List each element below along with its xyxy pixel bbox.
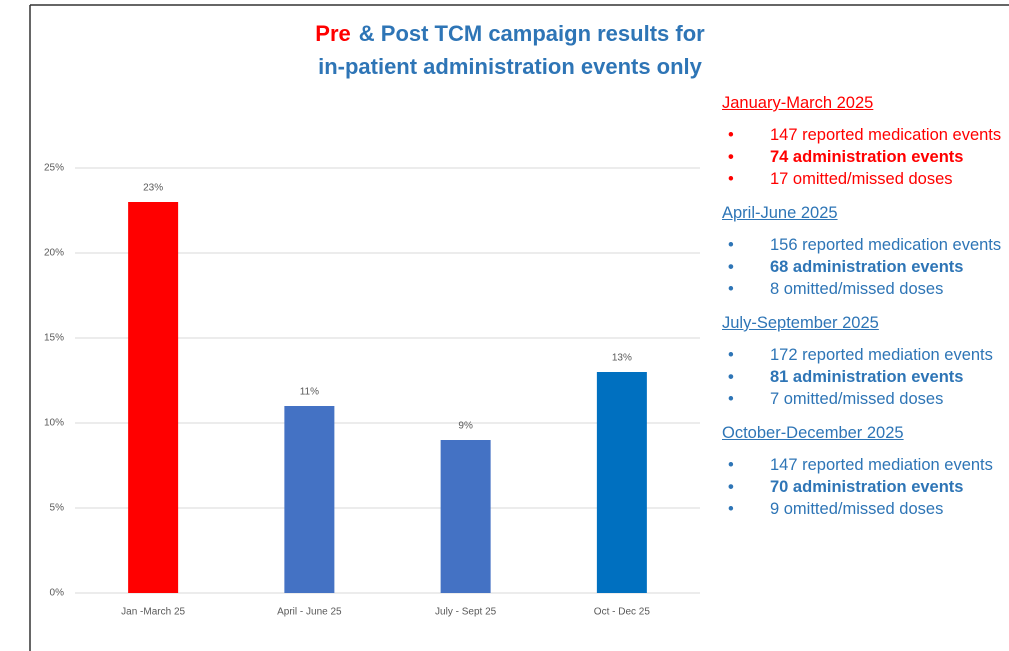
bar [440,440,491,593]
chart-title: Pre & Post TCM campaign results for [315,21,705,46]
bar [284,406,335,593]
note-item: 70 administration events [722,476,1007,498]
note-item: 7 omitted/missed doses [722,388,1007,410]
x-tick-label: April - June 25 [277,607,342,618]
bar [128,202,179,593]
y-tick-label: 15% [44,333,64,344]
bar [596,372,647,593]
x-tick-label: Jan -March 25 [121,607,185,618]
note-group: April-June 2025 156 reported medication e… [722,202,1007,300]
y-tick-label: 25% [44,163,64,174]
note-item: 74 administration events [722,146,1007,168]
y-tick-label: 20% [44,248,64,259]
note-heading: January-March 2025 [722,94,874,112]
note-group: July-September 2025 172 reported mediatio… [722,312,1007,410]
note-heading: October-December 2025 [722,424,904,442]
value-label: 23% [143,183,163,194]
note-item: 172 reported mediation events [722,344,1007,366]
title-part: Pre [315,21,350,46]
note-heading: July-September 2025 [722,314,879,332]
note-item: 147 reported mediation events [722,454,1007,476]
note-item: 17 omitted/missed doses [722,168,1007,190]
note-item: 9 omitted/missed doses [722,498,1007,520]
value-label: 13% [612,353,632,364]
title-part: & Post TCM campaign results for [359,21,705,46]
note-item: 8 omitted/missed doses [722,278,1007,300]
chart-title: in-patient administration events only [318,54,703,79]
note-item: 68 administration events [722,256,1007,278]
notes-panel: January-March 2025 147 reported medicatio… [722,92,1007,532]
note-group: October-December 2025 147 reported mediat… [722,422,1007,520]
y-tick-label: 0% [50,588,65,599]
x-tick-label: Oct - Dec 25 [594,607,651,618]
note-heading: April-June 2025 [722,204,838,222]
y-tick-label: 5% [50,503,65,514]
note-item: 156 reported medication events [722,234,1007,256]
note-item: 147 reported medication events [722,124,1007,146]
value-label: 9% [458,421,473,432]
y-tick-label: 10% [44,418,64,429]
note-item: 81 administration events [722,366,1007,388]
value-label: 11% [300,387,319,398]
x-tick-label: July - Sept 25 [435,607,497,618]
note-group: January-March 2025 147 reported medicatio… [722,92,1007,190]
